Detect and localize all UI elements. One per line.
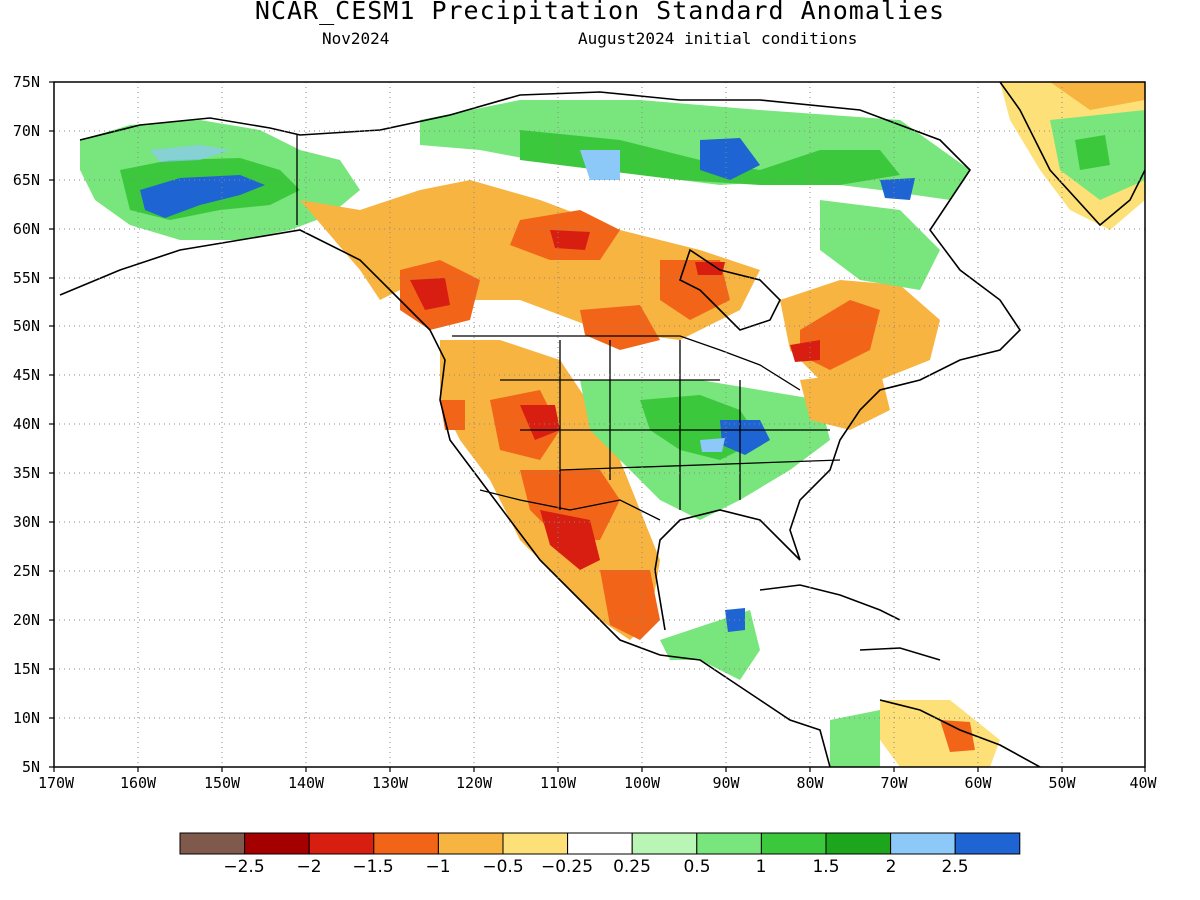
colorbar-swatch bbox=[179, 832, 246, 855]
colorbar-swatch bbox=[502, 832, 569, 855]
borders bbox=[296, 135, 841, 521]
lon-label: 60W bbox=[964, 774, 992, 792]
colorbar-label: −2 bbox=[296, 857, 322, 877]
lon-label: 90W bbox=[712, 774, 740, 792]
map-title: NCAR_CESM1 Precipitation Standard Anomal… bbox=[254, 0, 946, 25]
lon-label: 120W bbox=[455, 774, 493, 792]
colorbar-swatch bbox=[954, 832, 1021, 855]
lon-label: 160W bbox=[119, 774, 157, 792]
colorbar-label: −2.5 bbox=[223, 857, 265, 877]
anomaly-field bbox=[80, 82, 1145, 767]
lat-label: 50N bbox=[12, 317, 40, 335]
colorbar-label: −0.5 bbox=[482, 857, 524, 877]
colorbar-swatch bbox=[373, 832, 439, 855]
lat-label: 10N bbox=[12, 709, 40, 727]
colorbar-label: 2 bbox=[885, 857, 897, 877]
lat-label: 5N bbox=[21, 758, 40, 776]
lon-label: 80W bbox=[796, 774, 824, 792]
axis-ticks bbox=[49, 81, 1146, 772]
colorbar-swatch bbox=[696, 832, 762, 855]
colorbar-swatch bbox=[244, 832, 310, 855]
colorbar-label: 1 bbox=[755, 857, 767, 877]
colorbar-label: −1.5 bbox=[352, 857, 394, 877]
lat-label: 45N bbox=[12, 366, 40, 384]
lat-label: 75N bbox=[12, 73, 40, 91]
lon-label: 40W bbox=[1129, 774, 1157, 792]
colorbar-swatch bbox=[437, 832, 504, 855]
colorbar-swatch bbox=[631, 832, 698, 855]
lon-label: 110W bbox=[539, 774, 577, 792]
colorbar-swatch bbox=[567, 832, 633, 855]
ohio-valley-blue bbox=[720, 420, 770, 455]
colorbar-label: −1 bbox=[425, 857, 451, 877]
lat-label: 15N bbox=[12, 660, 40, 678]
colorbar-label: 0.5 bbox=[683, 857, 711, 877]
lat-label: 35N bbox=[12, 464, 40, 482]
lat-label: 70N bbox=[12, 122, 40, 140]
lon-label: 50W bbox=[1048, 774, 1076, 792]
colorbar-swatch bbox=[825, 832, 892, 855]
lon-label: 130W bbox=[371, 774, 409, 792]
lat-label: 20N bbox=[12, 611, 40, 629]
lon-label: 170W bbox=[37, 774, 75, 792]
lon-label: 150W bbox=[203, 774, 241, 792]
graticule bbox=[54, 82, 1145, 767]
alaska-blue bbox=[140, 175, 265, 218]
forecast-month: Nov2024 bbox=[322, 29, 390, 48]
lon-label: 100W bbox=[623, 774, 661, 792]
lat-label: 55N bbox=[12, 269, 40, 287]
lat-label: 30N bbox=[12, 513, 40, 531]
colorbar-swatch bbox=[308, 832, 375, 855]
colorbar-swatch bbox=[760, 832, 827, 855]
coastlines bbox=[59, 82, 1145, 767]
colorbar-label: 1.5 bbox=[812, 857, 840, 877]
colorbar-label: 2.5 bbox=[941, 857, 969, 877]
lon-label: 70W bbox=[880, 774, 908, 792]
lon-label: 140W bbox=[287, 774, 325, 792]
lat-label: 65N bbox=[12, 171, 40, 189]
initial-conditions: August2024 initial conditions bbox=[578, 29, 858, 48]
canada-dry-band bbox=[300, 180, 760, 340]
lat-label: 60N bbox=[12, 220, 40, 238]
colorbar-label: 0.25 bbox=[613, 857, 651, 877]
colorbar-label: −0.25 bbox=[540, 857, 594, 877]
lat-label: 40N bbox=[12, 415, 40, 433]
colorbar bbox=[179, 832, 1021, 855]
lat-label: 25N bbox=[12, 562, 40, 580]
colorbar-swatch bbox=[890, 832, 956, 855]
